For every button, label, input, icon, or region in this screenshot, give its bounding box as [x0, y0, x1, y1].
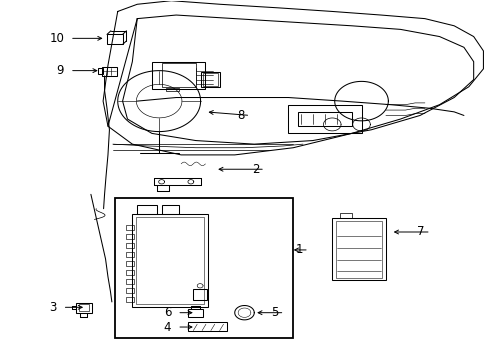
Bar: [161, 63, 195, 87]
Bar: [166, 88, 178, 91]
Text: 5: 5: [271, 306, 278, 319]
Text: 9: 9: [57, 64, 64, 77]
Bar: [126, 261, 134, 266]
Text: 8: 8: [237, 109, 244, 122]
Bar: [188, 309, 203, 317]
Bar: [126, 252, 134, 257]
Bar: [161, 205, 178, 214]
Bar: [288, 105, 361, 134]
Bar: [200, 72, 220, 87]
Text: 6: 6: [163, 306, 171, 319]
Bar: [203, 73, 217, 86]
Bar: [126, 243, 134, 248]
Bar: [339, 213, 351, 218]
Bar: [126, 288, 134, 293]
Bar: [126, 270, 134, 275]
Bar: [76, 303, 92, 313]
Bar: [115, 198, 293, 338]
Bar: [126, 279, 134, 284]
Bar: [152, 62, 205, 89]
Bar: [188, 322, 227, 331]
Bar: [335, 221, 381, 278]
Bar: [193, 289, 206, 300]
Text: 7: 7: [417, 225, 424, 238]
Bar: [331, 218, 385, 280]
Text: 10: 10: [49, 32, 64, 45]
Bar: [79, 304, 89, 311]
Bar: [107, 35, 122, 44]
Bar: [298, 112, 351, 126]
Text: 3: 3: [49, 301, 57, 314]
Text: 2: 2: [251, 163, 259, 176]
Bar: [126, 297, 134, 302]
Text: 4: 4: [163, 320, 171, 333]
Bar: [126, 234, 134, 239]
Bar: [126, 225, 134, 230]
Bar: [98, 68, 102, 74]
Bar: [137, 205, 157, 214]
Text: 1: 1: [295, 243, 303, 256]
Bar: [136, 217, 203, 305]
Bar: [102, 67, 117, 76]
Bar: [132, 214, 207, 307]
